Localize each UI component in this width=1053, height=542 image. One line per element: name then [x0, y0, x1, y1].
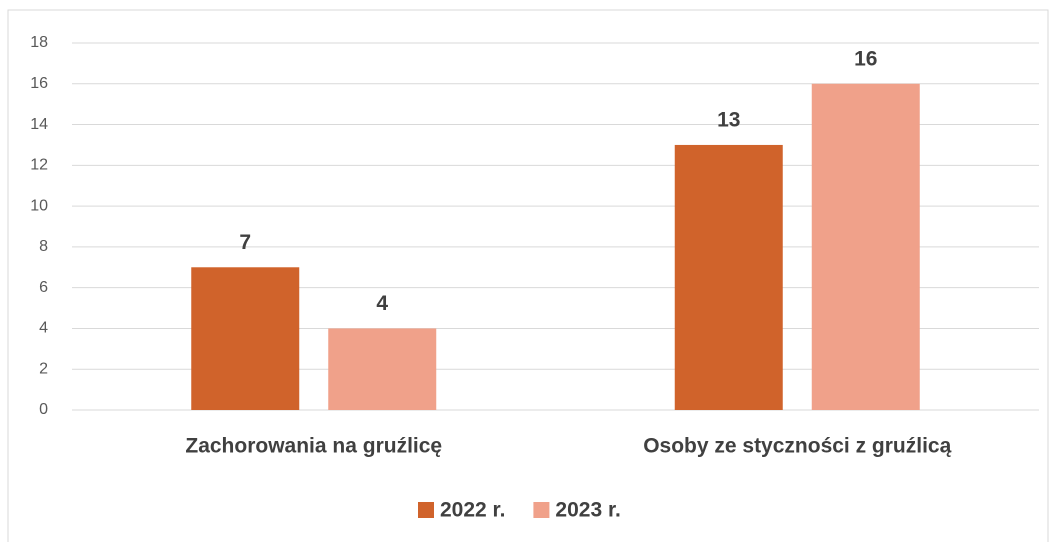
legend-label: 2022 r.: [440, 499, 505, 522]
data-label: 13: [717, 108, 740, 131]
x-tick-label: Zachorowania na gruźlicę: [185, 435, 442, 458]
y-tick-label: 16: [30, 75, 48, 92]
y-tick-label: 8: [39, 238, 48, 255]
x-tick-label: Osoby ze styczności z gruźlicą: [643, 435, 951, 458]
legend-label: 2023 r.: [555, 499, 620, 522]
bar: [191, 267, 300, 410]
legend-swatch: [533, 502, 550, 518]
y-tick-label: 12: [30, 157, 48, 174]
y-tick-label: 0: [39, 401, 48, 418]
data-label: 16: [854, 47, 877, 70]
bar: [811, 83, 920, 411]
y-tick-label: 6: [39, 279, 48, 296]
y-tick-label: 18: [30, 34, 48, 51]
y-tick-label: 2: [39, 360, 48, 377]
bar: [328, 328, 437, 410]
y-tick-label: 4: [39, 320, 48, 337]
legend-swatch: [418, 502, 434, 518]
bar: [674, 144, 783, 410]
chart-border: [7, 9, 1049, 542]
y-tick-label: 10: [30, 197, 48, 214]
data-label: 4: [376, 292, 388, 315]
y-tick-label: 14: [30, 116, 48, 133]
data-label: 7: [239, 231, 251, 254]
